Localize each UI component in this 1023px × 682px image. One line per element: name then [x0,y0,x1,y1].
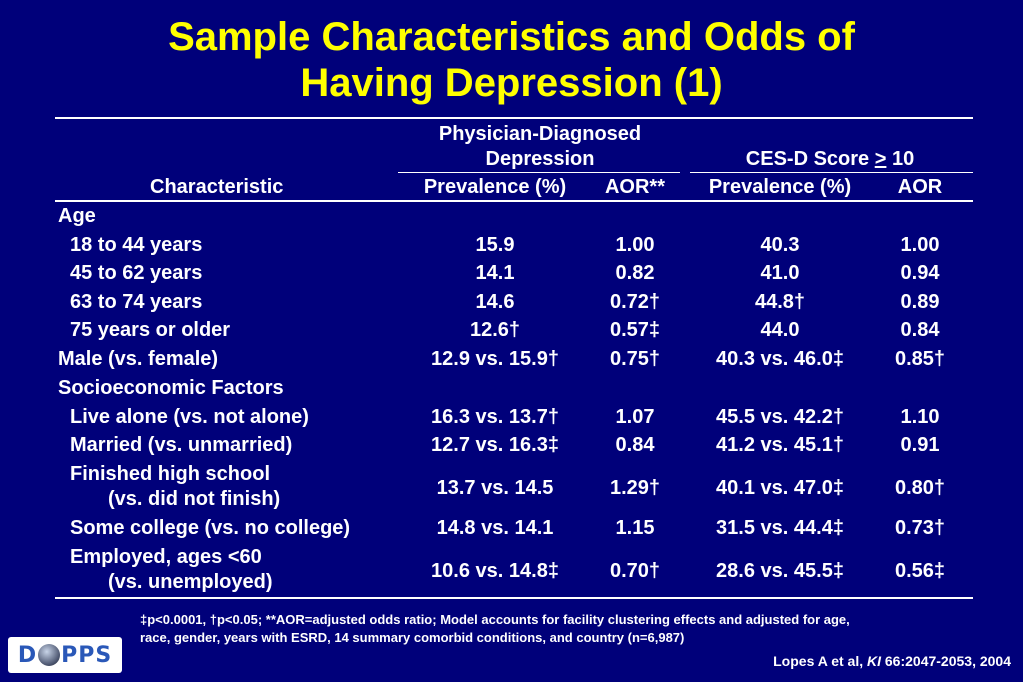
row-label: Married (vs. unmarried) [70,434,293,456]
row-label-continued: (vs. did not finish) [108,488,281,510]
cell-aor-2: 0.89 [900,291,940,313]
cell-prevalence-2: 45.5 vs. 42.2† [716,406,844,428]
cell-prevalence-2: 41.0 [760,262,800,284]
col-header-aor-1: AOR** [604,176,665,198]
row-label-continued: (vs. unemployed) [108,571,273,593]
cell-aor-1: 0.75† [609,348,661,370]
row-label: Live alone (vs. not alone) [70,406,309,428]
globe-icon [38,644,61,666]
cell-prevalence-2: 41.2 vs. 45.1† [716,434,844,456]
logo-text-left: D [17,642,38,668]
group-header-physician-2: Depression [485,148,595,170]
table-top-rule [55,117,973,119]
cell-aor-1: 0.72† [609,291,661,313]
citation-details: 66:2047-2053, 2004 [881,653,1011,669]
cell-prevalence-1: 13.7 vs. 14.5 [436,477,554,499]
logo-text-right: PPS [61,642,113,668]
col-header-prevalence-2: Prevalence (%) [708,176,852,198]
cell-prevalence-2: 40.3 [760,234,800,256]
cell-aor-1: 0.70† [609,560,661,582]
cell-aor-2: 0.84 [900,319,940,341]
cell-prevalence-2: 28.6 vs. 45.5‡ [716,560,844,582]
cell-prevalence-2: 40.3 vs. 46.0‡ [716,348,844,370]
slide-title: Sample Characteristics and Odds of Havin… [0,14,1023,106]
cell-aor-1: 1.00 [615,234,655,256]
cell-aor-2: 1.10 [900,406,940,428]
col-header-prevalence-1: Prevalence (%) [423,176,567,198]
cell-aor-2: 0.85† [894,348,946,370]
row-label: Socioeconomic Factors [58,377,284,399]
footnote-line-2: race, gender, years with ESRD, 14 summar… [140,630,685,645]
row-label: 75 years or older [70,319,231,341]
cell-prevalence-1: 14.8 vs. 14.1 [436,517,554,539]
table-bottom-rule [55,597,973,599]
cell-prevalence-2: 31.5 vs. 44.4‡ [716,517,844,539]
group-rule-cesd [690,172,973,173]
cell-aor-2: 0.73† [894,517,946,539]
footnote-line-1: ‡p<0.0001, †p<0.05; **AOR=adjusted odds … [140,612,850,627]
citation: Lopes A et al, KI 66:2047-2053, 2004 [773,653,1011,669]
dopps-logo: D PPS [8,637,122,673]
cell-aor-1: 0.84 [615,434,655,456]
row-label: Age [58,205,96,227]
cell-prevalence-1: 10.6 vs. 14.8‡ [431,560,559,582]
group-header-cesd: CES-D Score > 10 [745,148,915,170]
col-header-characteristic: Characteristic [150,176,284,198]
cell-aor-2: 0.80† [894,477,946,499]
group-rule-physician [398,172,680,173]
cell-prevalence-1: 12.6† [469,319,521,341]
cell-aor-1: 0.82 [615,262,655,284]
citation-journal: KI [867,653,881,669]
title-line-1: Sample Characteristics and Odds of [168,15,855,59]
cell-prevalence-1: 12.9 vs. 15.9† [431,348,559,370]
cell-prevalence-2: 44.8† [754,291,806,313]
cell-aor-2: 0.91 [900,434,940,456]
title-line-2: Having Depression (1) [300,61,723,105]
cell-prevalence-2: 40.1 vs. 47.0‡ [716,477,844,499]
cell-aor-2: 0.56‡ [894,560,946,582]
row-label: 63 to 74 years [70,291,203,313]
cell-aor-1: 1.07 [615,406,655,428]
row-label: Male (vs. female) [58,348,219,370]
row-label: Employed, ages <60 [70,546,262,568]
cell-prevalence-1: 14.1 [475,262,515,284]
footnote: ‡p<0.0001, †p<0.05; **AOR=adjusted odds … [140,611,1000,647]
col-header-aor-2: AOR [897,176,943,198]
cell-aor-1: 1.15 [615,517,655,539]
group-header-physician-1: Physician-Diagnosed [438,123,642,145]
cell-prevalence-1: 16.3 vs. 13.7† [431,406,559,428]
cell-prevalence-1: 12.7 vs. 16.3‡ [431,434,559,456]
cell-prevalence-1: 14.6 [475,291,515,313]
row-label: Finished high school [70,463,270,485]
row-label: 45 to 62 years [70,262,203,284]
citation-authors: Lopes A et al, [773,653,867,669]
row-label: 18 to 44 years [70,234,203,256]
row-label: Some college (vs. no college) [70,517,351,539]
cell-aor-2: 0.94 [900,262,940,284]
cell-prevalence-2: 44.0 [760,319,800,341]
cell-aor-1: 0.57‡ [609,319,661,341]
cell-prevalence-1: 15.9 [475,234,515,256]
cell-aor-2: 1.00 [900,234,940,256]
cell-aor-1: 1.29† [609,477,661,499]
header-bottom-rule [55,200,973,202]
